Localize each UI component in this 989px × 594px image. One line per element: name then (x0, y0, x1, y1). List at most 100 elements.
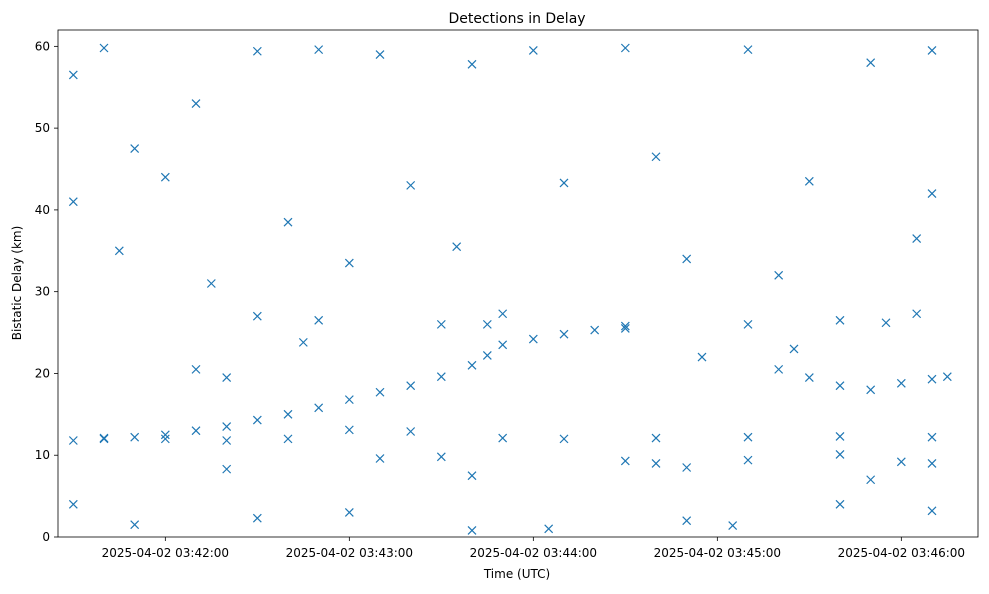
data-point (252, 311, 262, 321)
data-point (835, 431, 845, 441)
data-point (682, 463, 692, 472)
data-point (743, 455, 753, 465)
data-point (774, 364, 784, 374)
data-point (99, 43, 109, 53)
data-point (467, 360, 477, 370)
data-point (160, 434, 170, 444)
data-point (314, 403, 324, 413)
data-point (881, 318, 891, 328)
data-point (774, 270, 784, 280)
data-point (222, 436, 232, 445)
data-point (927, 46, 937, 55)
data-point (620, 324, 630, 333)
y-axis-label: Bistatic Delay (km) (10, 226, 24, 341)
data-point (452, 242, 462, 252)
data-point (375, 454, 385, 463)
data-point (206, 279, 216, 288)
data-point (222, 422, 232, 432)
data-point (130, 520, 140, 530)
x-tick-label: 2025-04-02 03:43:00 (286, 546, 413, 560)
y-tick-label: 40 (35, 203, 50, 217)
x-axis-ticks: 2025-04-02 03:42:00 2025-04-02 03:43:00 20… (102, 537, 965, 560)
data-point (927, 432, 937, 442)
x-tick-label: 2025-04-02 03:42:00 (102, 546, 229, 560)
data-point (559, 329, 569, 339)
data-point (68, 197, 78, 207)
data-point (651, 433, 661, 443)
data-point (114, 246, 124, 256)
data-point (436, 319, 446, 329)
data-point (344, 395, 354, 405)
data-point (406, 427, 416, 436)
data-point (927, 458, 937, 468)
y-tick-label: 50 (35, 121, 50, 135)
data-point (835, 315, 845, 325)
data-point (620, 321, 630, 331)
data-markers (68, 43, 952, 535)
data-point (344, 508, 354, 517)
data-point (697, 352, 707, 362)
data-point (651, 152, 661, 162)
data-point (160, 430, 170, 440)
data-point (375, 50, 385, 59)
x-tick-label: 2025-04-02 03:46:00 (838, 546, 965, 560)
data-point (498, 340, 508, 350)
data-point (743, 432, 753, 442)
plot-frame (57, 29, 979, 538)
data-point (804, 176, 814, 186)
data-point (344, 425, 354, 435)
data-point (743, 319, 753, 329)
data-point (160, 172, 170, 182)
y-tick-label: 60 (35, 39, 50, 53)
data-point (528, 334, 538, 344)
data-point (252, 513, 262, 523)
data-point (482, 319, 492, 329)
data-point (406, 381, 416, 391)
y-tick-label: 10 (35, 448, 50, 462)
data-point (467, 59, 477, 69)
data-point (130, 432, 140, 442)
data-point (912, 234, 922, 243)
data-point (620, 43, 630, 53)
data-point (544, 524, 554, 534)
data-point (252, 415, 262, 425)
data-point (835, 499, 845, 509)
data-point (896, 378, 906, 388)
data-point (68, 499, 78, 509)
data-point (743, 45, 753, 55)
x-tick-label: 2025-04-02 03:44:00 (470, 546, 597, 560)
data-point (191, 364, 201, 374)
data-point (498, 433, 508, 443)
data-point (283, 434, 293, 444)
data-point (559, 434, 569, 444)
data-point (467, 526, 477, 535)
data-point (682, 516, 692, 526)
data-point (375, 387, 385, 397)
data-point (835, 381, 845, 391)
data-point (191, 426, 201, 436)
data-point (314, 315, 324, 325)
data-point (927, 506, 937, 516)
data-point (283, 409, 293, 419)
data-point (482, 351, 492, 360)
data-point (866, 385, 876, 395)
y-tick-label: 20 (35, 366, 50, 380)
data-point (912, 309, 922, 319)
data-point (942, 372, 952, 382)
data-point (436, 372, 446, 382)
data-point (528, 46, 538, 55)
y-axis-ticks: 0 10 20 30 40 50 60 (35, 39, 58, 544)
data-point (252, 46, 262, 56)
chart-title: Detections in Delay (448, 11, 585, 27)
data-point (789, 344, 799, 354)
data-point (130, 144, 140, 153)
data-point (896, 457, 906, 467)
data-point (651, 458, 661, 468)
data-point (222, 373, 232, 382)
data-point (835, 449, 845, 459)
data-point (68, 436, 78, 445)
data-point (682, 254, 692, 264)
data-point (590, 325, 600, 335)
